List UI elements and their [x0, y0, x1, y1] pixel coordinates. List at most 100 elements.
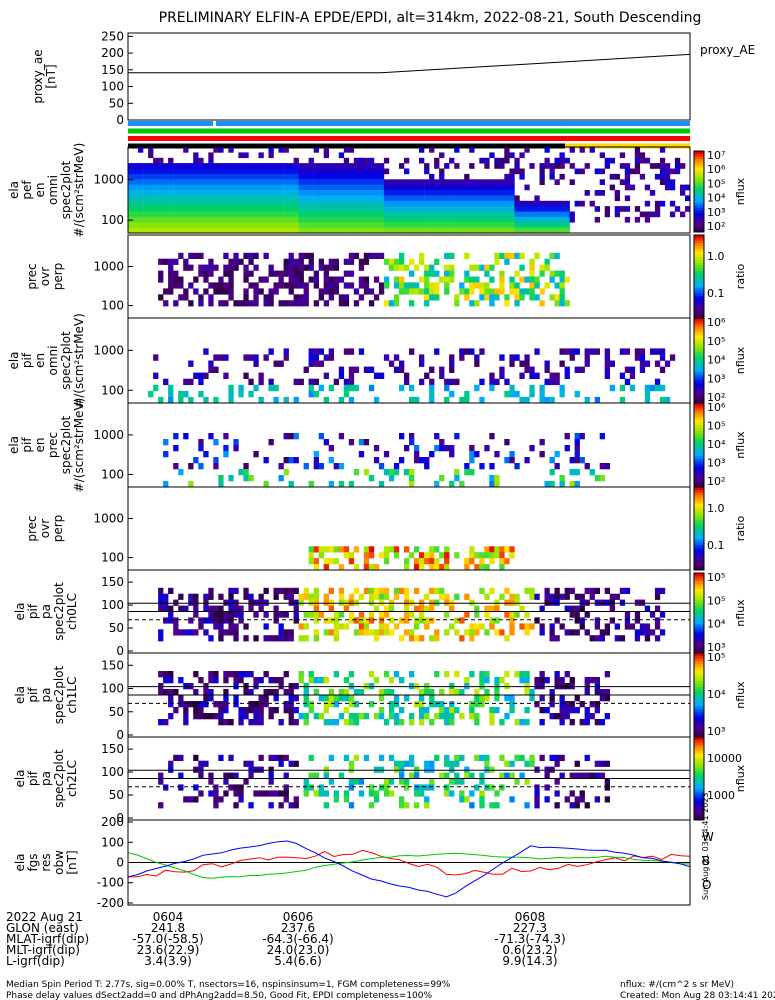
heatmap-cell: [178, 593, 184, 600]
heatmap-cell: [228, 200, 234, 207]
heatmap-cell: [624, 378, 631, 386]
heatmap-cell: [323, 211, 329, 218]
heatmap-cell: [223, 288, 229, 295]
heatmap-cell: [348, 179, 355, 185]
heatmap-cell: [143, 222, 149, 228]
heatmap-cell: [649, 384, 656, 392]
heatmap-cell: [659, 354, 666, 361]
heatmap-cell: [399, 206, 405, 212]
heatmap-cell: [393, 200, 400, 207]
heatmap-cell: [378, 784, 385, 791]
heatmap-cell: [168, 695, 174, 702]
heatmap-cell: [569, 611, 575, 618]
heatmap-cell: [198, 677, 204, 684]
heatmap-cell: [414, 564, 420, 571]
heatmap-cell: [198, 173, 204, 180]
heatmap-cell: [193, 179, 199, 185]
heatmap-cell: [263, 200, 269, 207]
heatmap-cell: [594, 587, 600, 594]
heatmap-cell: [449, 390, 455, 398]
heatmap-cell: [439, 366, 445, 373]
colorbar-segment: [694, 475, 704, 479]
heatmap-cell: [203, 276, 209, 283]
heatmap-cell: [669, 168, 676, 175]
colorbar-frame: [693, 486, 705, 571]
heatmap-cell: [399, 366, 405, 373]
heatmap-cell: [208, 294, 214, 301]
heatmap-cell: [298, 599, 304, 606]
heatmap-cell: [680, 184, 686, 191]
heatmap-cell: [604, 629, 610, 636]
heatmap-cell: [454, 378, 460, 386]
heatmap-cell: [153, 211, 159, 218]
y-axis-label: pa: [39, 604, 53, 619]
heatmap-cell: [664, 168, 671, 175]
heatmap-cell: [419, 552, 425, 559]
heatmap-cell: [203, 264, 209, 271]
heatmap-cell: [404, 378, 410, 386]
heatmap-cell: [233, 439, 239, 446]
heatmap-cell: [554, 593, 560, 600]
heatmap-cell: [293, 433, 299, 440]
heatmap-cell: [429, 635, 435, 642]
heatmap-cell: [198, 390, 204, 398]
heatmap-cell: [574, 605, 580, 612]
heatmap-cell: [208, 264, 214, 271]
colorbar-label: nflux: [734, 431, 747, 459]
heatmap-cell: [368, 190, 375, 196]
heatmap-cell: [499, 754, 505, 761]
heatmap-cell: [524, 611, 530, 618]
heatmap-cell: [539, 396, 545, 404]
heatmap-cell: [343, 623, 350, 630]
heatmap-cell: [318, 168, 324, 175]
heatmap-cell: [479, 558, 485, 565]
heatmap-cell: [414, 617, 420, 624]
heatmap-cell: [399, 216, 405, 223]
heatmap-cell: [243, 179, 249, 185]
heatmap-cell: [524, 802, 530, 809]
heatmap-cell: [358, 451, 365, 458]
heatmap-cell: [348, 222, 355, 228]
colorbar-segment: [694, 803, 704, 807]
heatmap-cell: [539, 200, 545, 207]
heatmap-cell: [138, 216, 144, 223]
colorbar-tick-label: 0.1: [707, 539, 725, 552]
heatmap-cell: [399, 384, 405, 392]
heatmap-cell: [569, 719, 575, 726]
colorbar-segment: [694, 795, 704, 799]
heatmap-cell: [158, 227, 164, 234]
y-axis-label: en: [33, 183, 47, 198]
heatmap-cell: [644, 360, 651, 367]
heatmap-cell: [268, 802, 274, 809]
heatmap-cell: [198, 445, 204, 452]
heatmap-cell: [348, 282, 355, 289]
heatmap-cell: [338, 564, 345, 571]
heatmap-cell: [188, 227, 194, 234]
heatmap-cell: [659, 384, 666, 392]
heatmap-cell: [323, 564, 329, 571]
colorbar-segment: [694, 309, 704, 313]
heatmap-cell: [424, 300, 430, 307]
heatmap-cell: [479, 157, 485, 164]
heatmap-cell: [173, 445, 179, 452]
heatmap-cell: [439, 276, 445, 283]
heatmap-cell: [293, 168, 299, 175]
heatmap-cell: [424, 372, 430, 379]
heatmap-cell: [218, 206, 224, 212]
colorbar-segment: [694, 433, 704, 437]
heatmap-cell: [343, 157, 350, 164]
heatmap-cell: [338, 195, 345, 202]
heatmap-cell: [534, 216, 540, 223]
colorbar-segment: [694, 539, 704, 543]
heatmap-cell: [358, 778, 365, 785]
heatmap-cell: [238, 179, 244, 185]
colorbar-segment: [694, 631, 704, 635]
heatmap-cell: [338, 366, 345, 373]
heatmap-cell: [288, 288, 294, 295]
heatmap-cell: [479, 778, 485, 785]
heatmap-cell: [639, 366, 646, 373]
orbit-table-cell: -57.0(-58.5): [132, 932, 203, 946]
colorbar-segment: [694, 753, 704, 757]
heatmap-cell: [619, 348, 626, 355]
